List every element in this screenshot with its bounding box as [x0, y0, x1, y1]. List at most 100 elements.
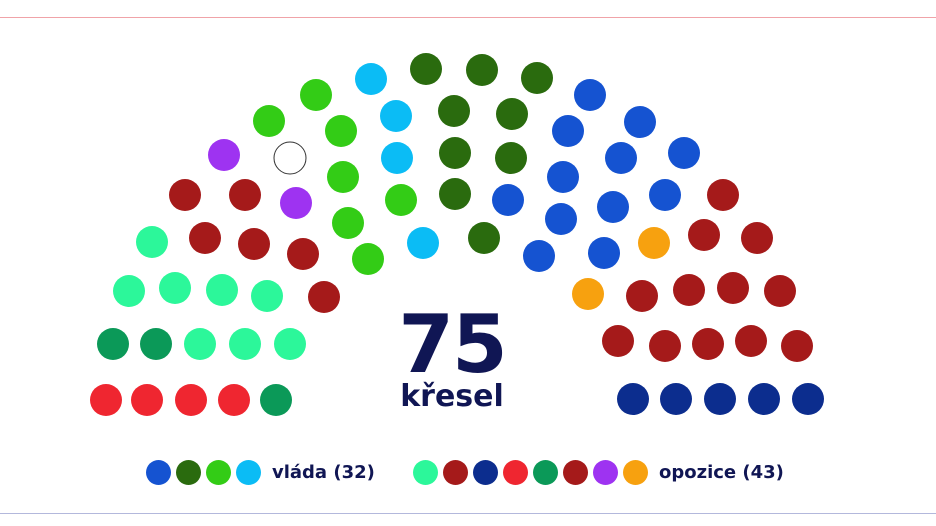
- seat-dkgreen: [466, 54, 498, 86]
- seat-red: [692, 328, 724, 360]
- legend-opposition-swatches: [413, 459, 653, 485]
- seat-dkgreen: [410, 53, 442, 85]
- seat-lime: [352, 243, 384, 275]
- seat-blue: [552, 115, 584, 147]
- seat-blue: [492, 184, 524, 216]
- seat-brightred: [218, 384, 250, 416]
- seat-dkgreen: [438, 95, 470, 127]
- legend-government-label: vláda (32): [272, 461, 375, 483]
- legend: vláda (32) opozice (43): [0, 456, 936, 488]
- seat-brightred: [131, 384, 163, 416]
- seat-cyan: [407, 227, 439, 259]
- seat-blue: [597, 191, 629, 223]
- seat-lime: [253, 105, 285, 137]
- top-divider: [0, 17, 936, 18]
- seat-mint: [229, 328, 261, 360]
- legend-opposition-label: opozice (43): [659, 461, 784, 483]
- seat-mint: [206, 274, 238, 306]
- legend-swatch: [473, 459, 498, 485]
- seat-cyan: [380, 100, 412, 132]
- legend-swatch: [413, 459, 438, 485]
- seat-mint: [113, 275, 145, 307]
- legend-opposition: opozice (43): [413, 456, 784, 488]
- seat-emerald: [97, 328, 129, 360]
- seat-lime: [325, 115, 357, 147]
- legend-swatch: [236, 459, 261, 485]
- seat-brightred: [90, 384, 122, 416]
- seat-orange: [638, 227, 670, 259]
- seat-brightred: [175, 384, 207, 416]
- seat-blue: [547, 161, 579, 193]
- seat-blue: [588, 237, 620, 269]
- legend-swatch: [176, 459, 201, 485]
- seat-red: [717, 272, 749, 304]
- seat-lime: [300, 79, 332, 111]
- seat-navy: [660, 383, 692, 415]
- seat-red: [735, 325, 767, 357]
- seat-red: [741, 222, 773, 254]
- total-seats-unit: křesel: [400, 379, 504, 414]
- seat-red: [781, 330, 813, 362]
- seat-mint: [136, 226, 168, 258]
- seat-red: [688, 219, 720, 251]
- seat-navy: [617, 383, 649, 415]
- legend-swatch: [206, 459, 231, 485]
- seat-lime: [327, 161, 359, 193]
- seat-dkgreen: [521, 62, 553, 94]
- seat-red: [229, 179, 261, 211]
- seat-purple: [280, 187, 312, 219]
- seat-emerald: [140, 328, 172, 360]
- seat-dkgreen: [496, 98, 528, 130]
- seat-red: [649, 330, 681, 362]
- legend-swatch: [503, 459, 528, 485]
- seat-red: [308, 281, 340, 313]
- seat-red: [238, 228, 270, 260]
- seat-dkgreen: [439, 178, 471, 210]
- seat-red: [626, 280, 658, 312]
- seat-dkgreen: [495, 142, 527, 174]
- total-seats: 75 křesel: [352, 300, 552, 414]
- total-seats-number: 75: [398, 298, 507, 391]
- legend-swatch: [533, 459, 558, 485]
- seat-navy: [792, 383, 824, 415]
- seat-red: [673, 274, 705, 306]
- seat-mint: [184, 328, 216, 360]
- legend-swatch: [563, 459, 588, 485]
- bottom-divider: [0, 513, 936, 514]
- seat-dkgreen: [439, 137, 471, 169]
- seat-navy: [704, 383, 736, 415]
- seat-mint: [159, 272, 191, 304]
- seat-cyan: [355, 63, 387, 95]
- seat-navy: [748, 383, 780, 415]
- seat-blue: [523, 240, 555, 272]
- seat-blue: [668, 137, 700, 169]
- seat-blue: [649, 179, 681, 211]
- legend-swatch: [623, 459, 648, 485]
- seat-red: [169, 179, 201, 211]
- legend-swatch: [146, 459, 171, 485]
- seat-dkgreen: [468, 222, 500, 254]
- seat-red: [189, 222, 221, 254]
- seat-emerald: [260, 384, 292, 416]
- seat-purple: [208, 139, 240, 171]
- legend-swatch: [593, 459, 618, 485]
- seat-red: [764, 275, 796, 307]
- seat-white: [273, 141, 307, 175]
- seat-mint: [274, 328, 306, 360]
- seat-lime: [385, 184, 417, 216]
- legend-government-swatches: [146, 459, 266, 485]
- seat-lime: [332, 207, 364, 239]
- seat-red: [707, 179, 739, 211]
- seat-blue: [574, 79, 606, 111]
- seat-cyan: [381, 142, 413, 174]
- legend-swatch: [443, 459, 468, 485]
- seat-mint: [251, 280, 283, 312]
- seat-blue: [605, 142, 637, 174]
- legend-government: vláda (32): [146, 456, 375, 488]
- seat-red: [602, 325, 634, 357]
- seat-red: [287, 238, 319, 270]
- seat-orange: [572, 278, 604, 310]
- seat-blue: [624, 106, 656, 138]
- seat-blue: [545, 203, 577, 235]
